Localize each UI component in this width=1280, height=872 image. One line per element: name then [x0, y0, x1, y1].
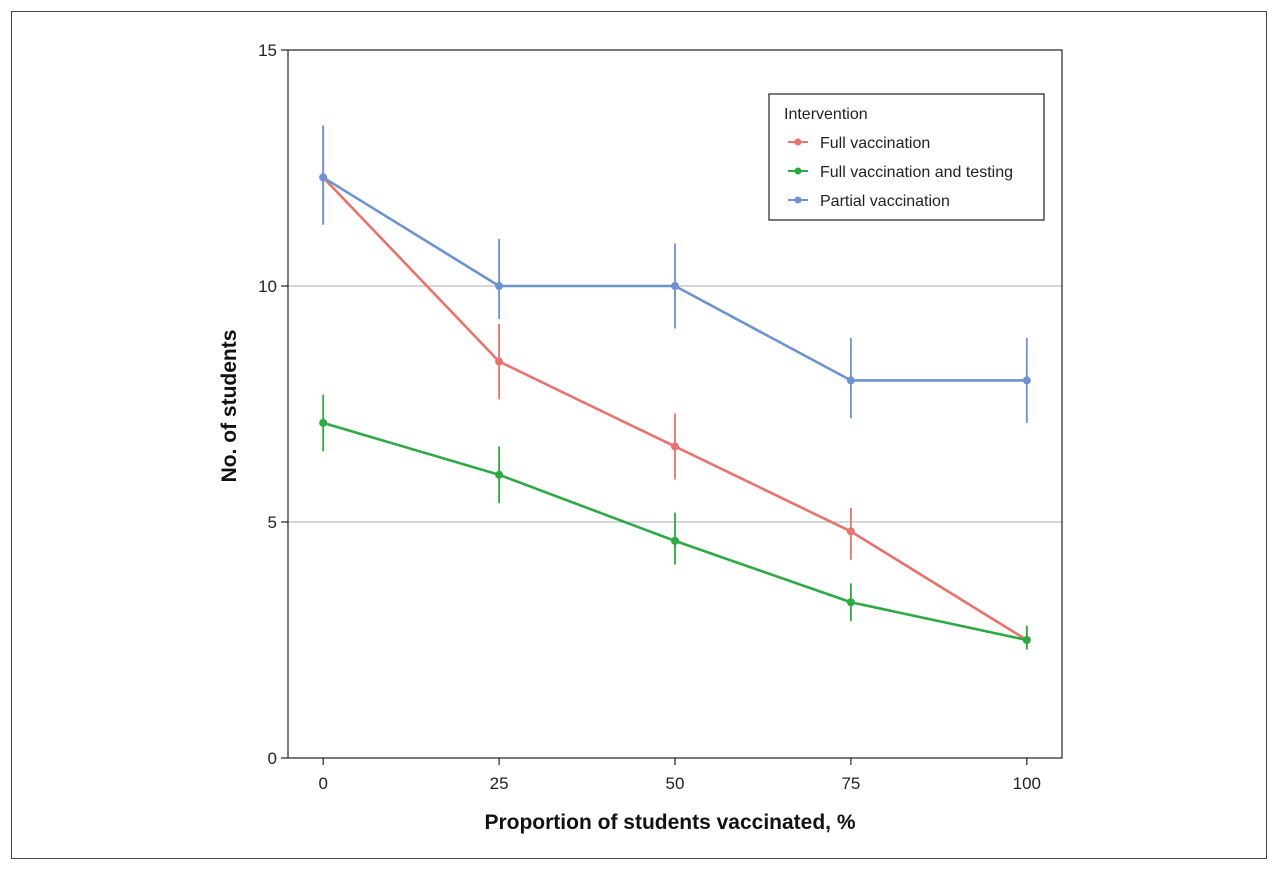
data-point: [671, 536, 679, 545]
data-point: [846, 527, 855, 536]
y-tick-label: 5: [268, 513, 277, 532]
series-full-vaccination: [319, 125, 1031, 650]
x-tick-label: 100: [1013, 774, 1041, 793]
series-full-vaccination-and-testing: [319, 394, 1031, 650]
legend-swatch-point: [794, 196, 802, 204]
y-tick-label: 0: [268, 749, 277, 768]
x-tick-label: 50: [666, 774, 685, 793]
data-point: [1022, 376, 1031, 385]
y-axis-title: No. of students: [218, 330, 241, 483]
legend-swatch-point: [794, 167, 802, 175]
legend-swatch-point: [794, 138, 802, 146]
legend-label: Full vaccination: [820, 135, 930, 152]
data-point: [495, 470, 504, 479]
legend-item: Partial vaccination: [788, 193, 950, 210]
series-partial-vaccination: [319, 125, 1031, 423]
figure-frame: [11, 11, 1267, 859]
legend: Intervention Full vaccination Full vaccin…: [768, 93, 1045, 221]
data-point: [495, 357, 504, 366]
data-point: [671, 282, 679, 290]
legend-label: Partial vaccination: [820, 193, 950, 210]
data-point: [671, 442, 679, 451]
data-point: [319, 418, 328, 427]
x-axis-title: Proportion of students vaccinated, %: [484, 811, 855, 834]
legend-item: Full vaccination: [788, 135, 930, 152]
legend-label: Full vaccination and testing: [820, 164, 1013, 181]
y-tick-label: 15: [258, 41, 277, 60]
y-tick-label: 10: [258, 277, 277, 296]
x-tick-label: 0: [318, 774, 327, 793]
data-point: [495, 282, 504, 290]
legend-title: Intervention: [784, 106, 868, 123]
legend-item: Full vaccination and testing: [788, 164, 1013, 181]
legend-box: [768, 93, 1045, 221]
x-tick-label: 75: [841, 774, 860, 793]
x-tick-label: 25: [490, 774, 509, 793]
data-point: [846, 598, 855, 607]
data-point: [1022, 636, 1031, 644]
data-point: [846, 376, 855, 385]
data-point: [319, 173, 328, 182]
